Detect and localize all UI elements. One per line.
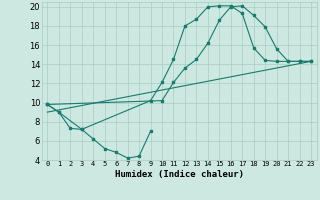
X-axis label: Humidex (Indice chaleur): Humidex (Indice chaleur): [115, 170, 244, 179]
